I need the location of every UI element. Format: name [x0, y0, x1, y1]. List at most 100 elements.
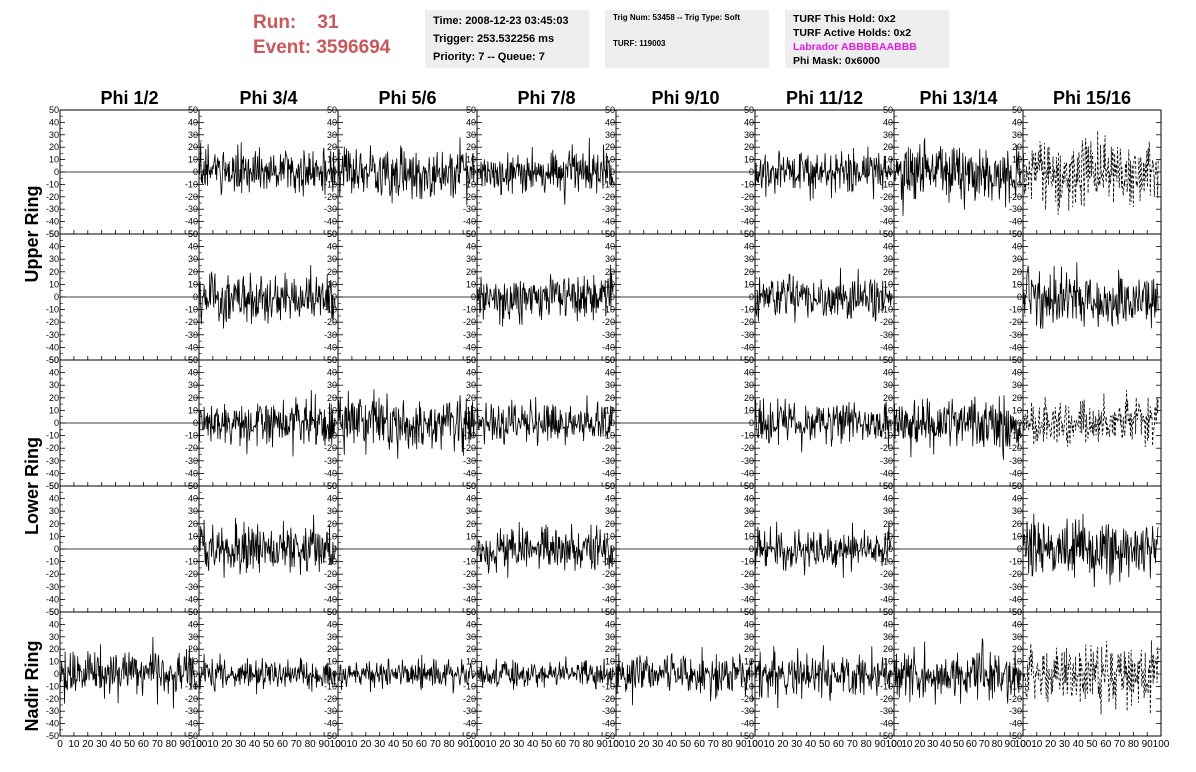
- y-tick-label: -20: [324, 192, 337, 202]
- x-tick-label: 30: [513, 739, 525, 750]
- y-tick-label: 20: [188, 142, 198, 152]
- waveform-trace: [754, 146, 892, 201]
- y-tick-label: -30: [185, 456, 198, 466]
- y-tick-label: 30: [466, 380, 476, 390]
- y-tick-label: 0: [749, 292, 754, 302]
- y-tick-label: 30: [605, 506, 615, 516]
- y-tick-label: -30: [185, 582, 198, 592]
- waveform-trace: [754, 521, 892, 578]
- x-tick-label: 20: [1045, 739, 1057, 750]
- y-tick-label: 10: [883, 405, 893, 415]
- y-tick-label: -40: [1009, 719, 1022, 729]
- priority-text: Priority: 7 -- Queue: 7: [433, 51, 545, 63]
- x-tick-label: 50: [124, 739, 136, 750]
- x-tick-label: 60: [555, 739, 567, 750]
- waveform-trace: [59, 636, 197, 709]
- y-tick-label: 30: [466, 506, 476, 516]
- labrador-text: Labrador ABBBBAABBB: [793, 41, 917, 53]
- y-tick-label: 10: [49, 155, 59, 165]
- y-tick-label: -10: [46, 431, 59, 441]
- y-tick-label: 30: [1012, 130, 1022, 140]
- y-tick-label: 30: [327, 130, 337, 140]
- y-tick-label: -10: [46, 681, 59, 691]
- x-tick-label: 50: [402, 739, 414, 750]
- y-tick-label: 20: [49, 267, 59, 277]
- y-tick-label: 40: [466, 242, 476, 252]
- x-tick-label: 0: [1020, 739, 1026, 750]
- y-tick-label: -10: [463, 431, 476, 441]
- y-tick-label: -20: [185, 694, 198, 704]
- y-tick-label: 40: [605, 368, 615, 378]
- y-tick-label: -40: [324, 594, 337, 604]
- y-tick-label: 20: [605, 519, 615, 529]
- y-tick-label: 20: [49, 519, 59, 529]
- x-tick-label: 40: [666, 739, 678, 750]
- y-tick-label: 10: [327, 405, 337, 415]
- y-tick-label: -30: [46, 456, 59, 466]
- y-tick-label: -30: [463, 706, 476, 716]
- y-tick-label: 20: [1012, 267, 1022, 277]
- y-tick-label: -10: [185, 305, 198, 315]
- waveform-trace: [754, 267, 892, 323]
- y-tick-label: -10: [880, 557, 893, 567]
- y-tick-label: -20: [324, 317, 337, 327]
- y-tick-label: 50: [49, 229, 59, 239]
- y-tick-label: 40: [883, 368, 893, 378]
- y-tick-label: 40: [883, 117, 893, 127]
- y-tick-label: 50: [49, 481, 59, 491]
- y-tick-label: 10: [49, 531, 59, 541]
- waveform-trace: [754, 645, 892, 709]
- y-tick-label: 40: [49, 619, 59, 629]
- y-tick-label: -10: [46, 305, 59, 315]
- y-tick-label: -30: [741, 706, 754, 716]
- x-tick-label: 50: [263, 739, 275, 750]
- trigger-info-box: Trig Num: 53458 -- Trig Type: Soft TURF:…: [605, 10, 769, 68]
- y-tick-label: 40: [466, 619, 476, 629]
- y-tick-label: -30: [324, 706, 337, 716]
- y-tick-label: -20: [880, 694, 893, 704]
- y-tick-label: 40: [605, 242, 615, 252]
- y-tick-label: 0: [610, 167, 615, 177]
- y-tick-label: -20: [741, 694, 754, 704]
- y-tick-label: -40: [880, 594, 893, 604]
- waveform-trace: [893, 138, 1021, 216]
- y-tick-label: -20: [46, 443, 59, 453]
- y-tick-label: 10: [49, 405, 59, 415]
- x-tick-label: 10: [207, 739, 219, 750]
- y-tick-label: -30: [324, 456, 337, 466]
- y-tick-label: 20: [1012, 519, 1022, 529]
- y-tick-label: -10: [880, 431, 893, 441]
- y-tick-label: 50: [188, 481, 198, 491]
- y-tick-label: 50: [49, 105, 59, 115]
- y-tick-label: 20: [327, 644, 337, 654]
- y-tick-label: 0: [54, 292, 59, 302]
- y-tick-label: -50: [880, 731, 893, 741]
- turf-this-hold-text: TURF This Hold: 0x2: [793, 13, 896, 25]
- y-tick-label: 40: [327, 242, 337, 252]
- y-tick-label: 0: [1017, 292, 1022, 302]
- y-tick-label: -30: [1009, 456, 1022, 466]
- y-tick-label: -30: [46, 204, 59, 214]
- x-tick-label: 100: [1015, 739, 1032, 750]
- ring-label-1: Upper Ring: [22, 186, 42, 283]
- x-tick-label: 50: [680, 739, 692, 750]
- y-tick-label: -20: [741, 569, 754, 579]
- y-tick-label: 40: [744, 368, 754, 378]
- y-tick-label: 0: [471, 669, 476, 679]
- y-tick-label: 0: [888, 669, 893, 679]
- y-tick-label: 0: [610, 292, 615, 302]
- y-tick-label: 40: [466, 117, 476, 127]
- y-tick-label: 50: [327, 355, 337, 365]
- y-tick-label: 20: [466, 267, 476, 277]
- y-tick-label: 40: [744, 117, 754, 127]
- x-tick-label: 80: [166, 739, 178, 750]
- y-tick-label: 40: [1012, 242, 1022, 252]
- y-tick-label: 50: [605, 229, 615, 239]
- x-tick-label: 20: [777, 739, 789, 750]
- y-tick-label: -20: [185, 569, 198, 579]
